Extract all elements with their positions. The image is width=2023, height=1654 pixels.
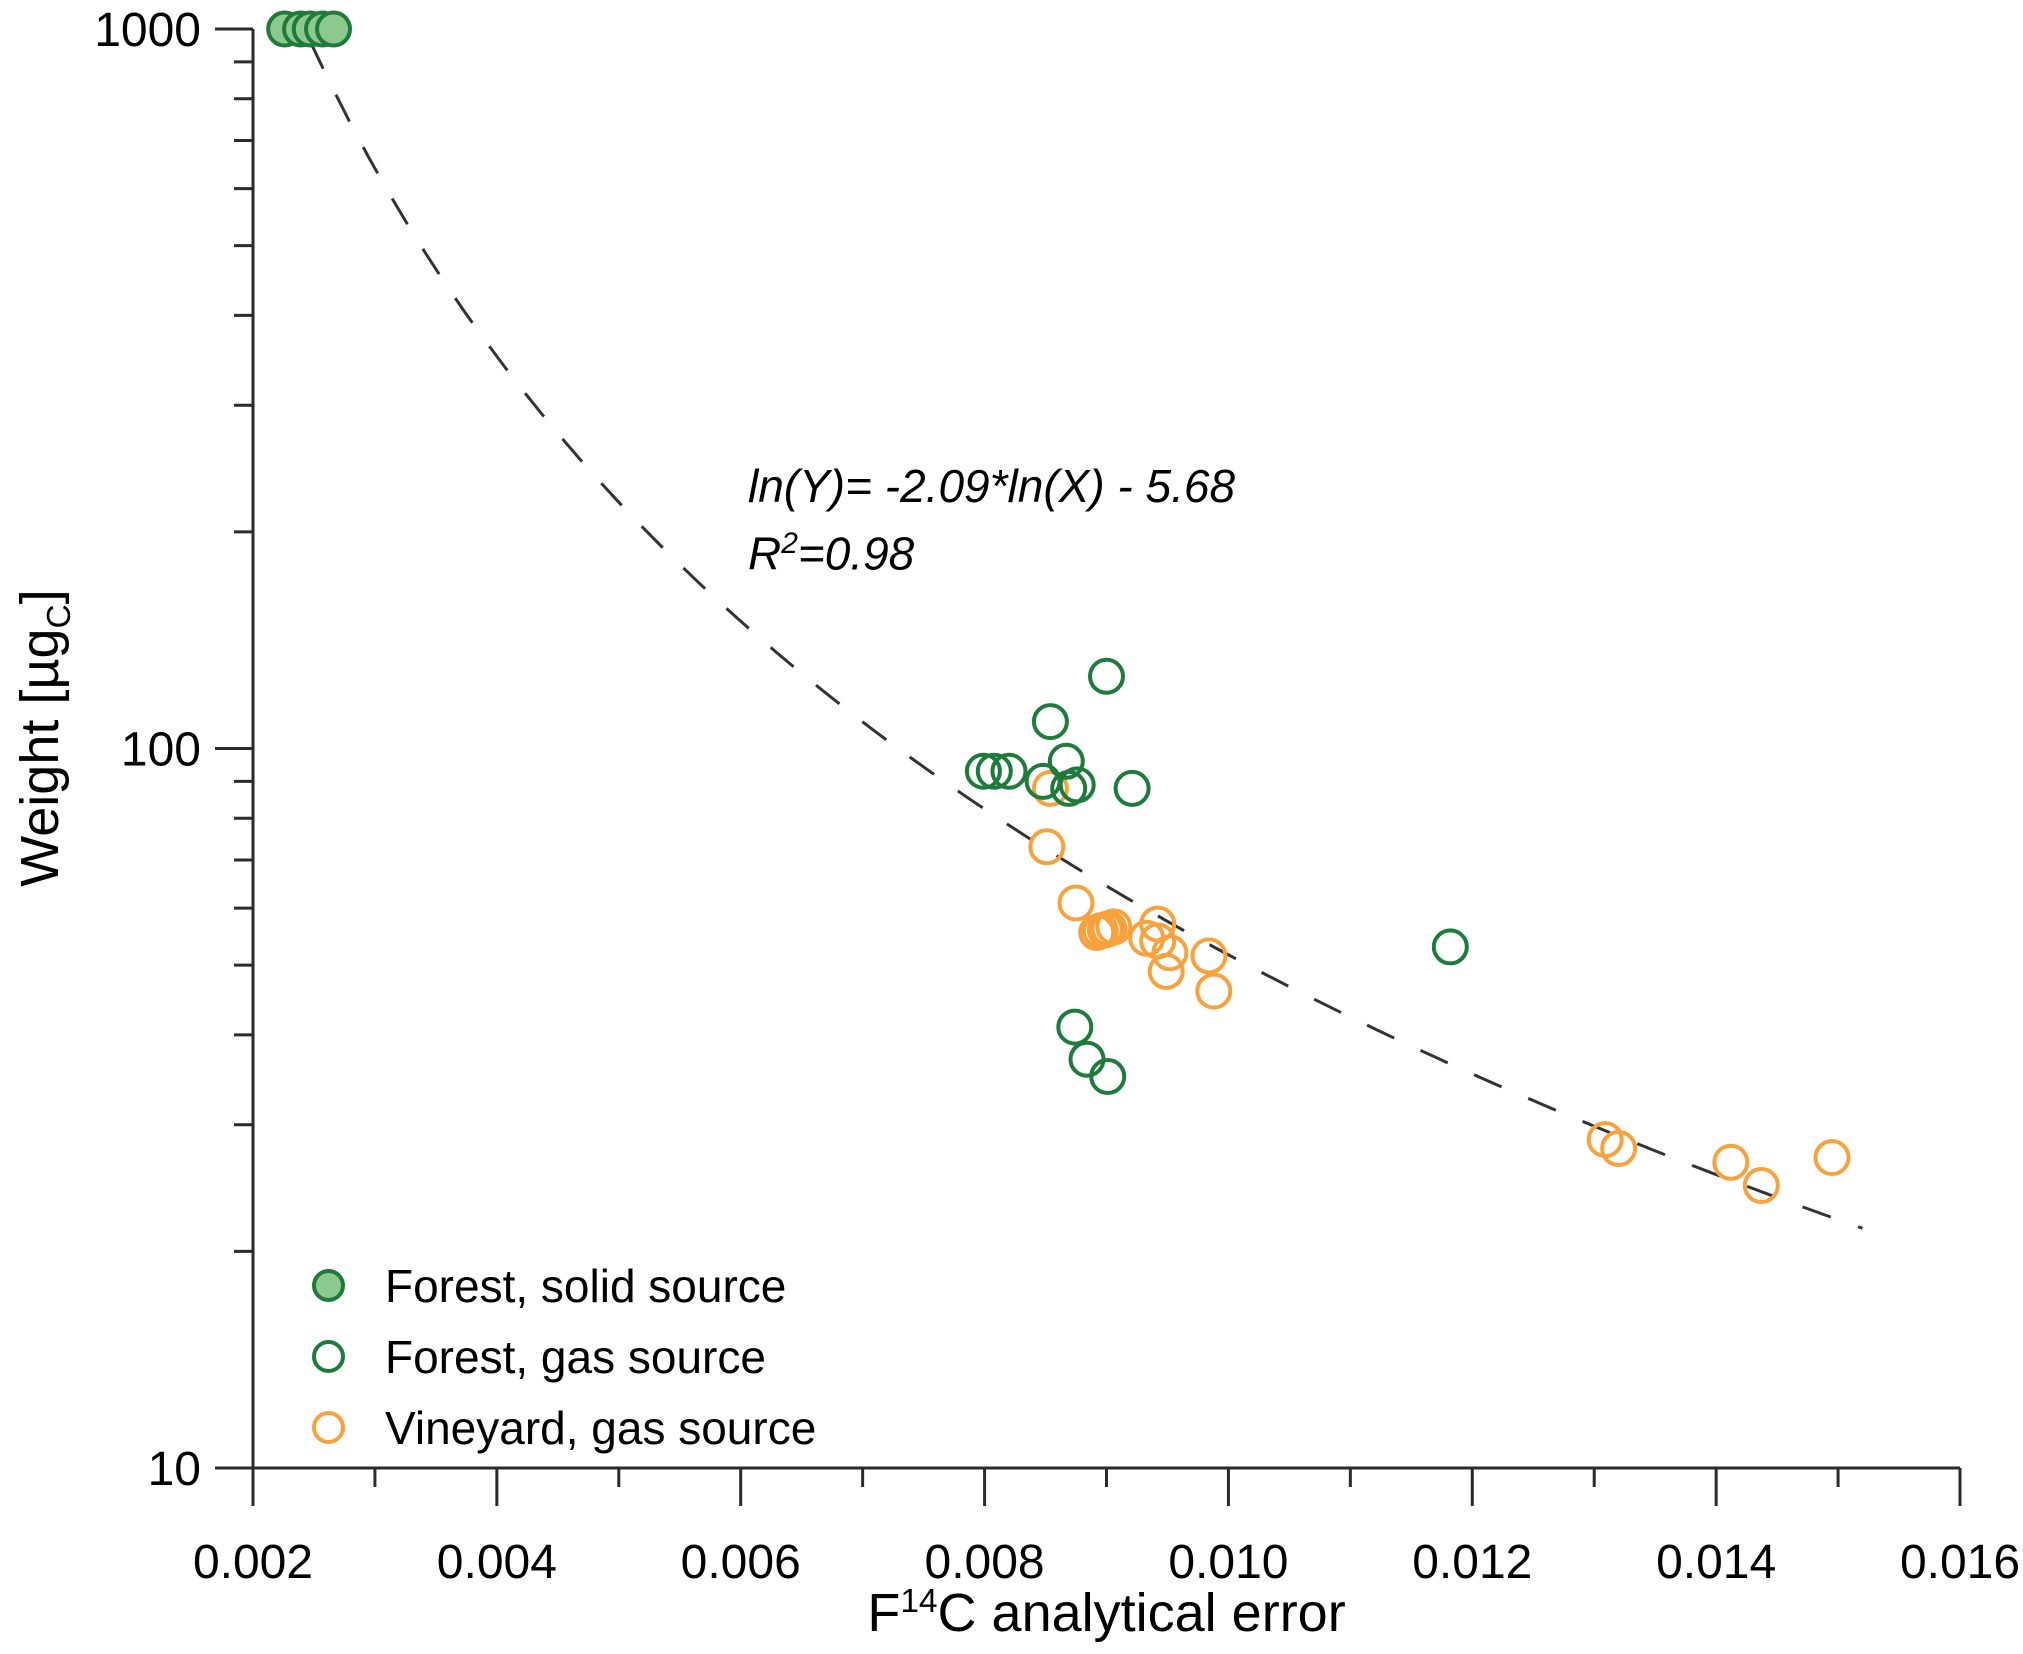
data-point [1068, 1040, 1106, 1078]
legend-label: Vineyard, gas source [385, 1401, 817, 1454]
y-tick-label: 10 [148, 1443, 201, 1496]
legend-label: Forest, gas source [385, 1330, 766, 1383]
x-tick-label: 0.002 [193, 1536, 313, 1589]
y-tick-label: 1000 [94, 4, 201, 57]
trendline [308, 40, 1864, 1230]
data-point [1058, 766, 1096, 804]
data-point [315, 10, 352, 48]
legend-item-vineyard-gas: Vineyard, gas source [312, 1392, 816, 1463]
data-point [1813, 1139, 1851, 1177]
x-tick-label: 0.010 [1168, 1536, 1288, 1589]
data-point [1147, 952, 1185, 990]
data-point [1031, 703, 1069, 741]
x-tick-label: 0.016 [1900, 1536, 2020, 1589]
x-tick-label: 0.004 [437, 1536, 557, 1589]
x-axis-title: F14C analytical error [867, 1583, 1346, 1643]
data-point [1089, 1058, 1127, 1095]
data-point [1742, 1167, 1780, 1204]
data-point [1151, 934, 1189, 972]
data-point [990, 752, 1028, 790]
x-tick-label: 0.014 [1656, 1536, 1776, 1589]
data-point [1057, 884, 1095, 922]
data-point [1056, 1008, 1094, 1046]
open-circle-marker-icon [312, 1411, 345, 1444]
x-tick-label: 0.012 [1412, 1536, 1532, 1589]
x-tick-label: 0.006 [681, 1536, 801, 1589]
legend-label: Forest, solid source [385, 1259, 787, 1312]
legend-item-forest-gas: Forest, gas source [312, 1321, 816, 1392]
legend: Forest, solid source Forest, gas source … [312, 1250, 816, 1463]
data-point [1028, 828, 1066, 866]
data-point [1712, 1143, 1750, 1181]
data-point [975, 752, 1013, 790]
data-point [1047, 742, 1085, 780]
open-circle-marker-icon [312, 1340, 345, 1373]
data-point [1088, 657, 1125, 695]
data-point [1600, 1130, 1638, 1167]
data-point [964, 752, 1002, 790]
fit-r-squared: R2=0.98 [748, 527, 915, 580]
data-point [1113, 769, 1151, 807]
legend-item-forest-solid: Forest, solid source [312, 1250, 816, 1321]
data-point [1431, 928, 1469, 966]
data-point [1195, 972, 1233, 1010]
fit-equation: ln(Y)= -2.09*ln(X) - 5.68 [748, 460, 1236, 512]
y-tick-label: 100 [121, 724, 201, 777]
data-point [1095, 908, 1133, 946]
fit-annotation: ln(Y)= -2.09*ln(X) - 5.68 R2=0.98 [748, 458, 1235, 582]
data-point [1031, 769, 1069, 807]
x-tick-label: 0.008 [925, 1536, 1045, 1589]
y-axis-title: Weight [µgC] [10, 589, 78, 887]
data-point [1190, 937, 1228, 975]
filled-circle-marker-icon [312, 1269, 345, 1302]
